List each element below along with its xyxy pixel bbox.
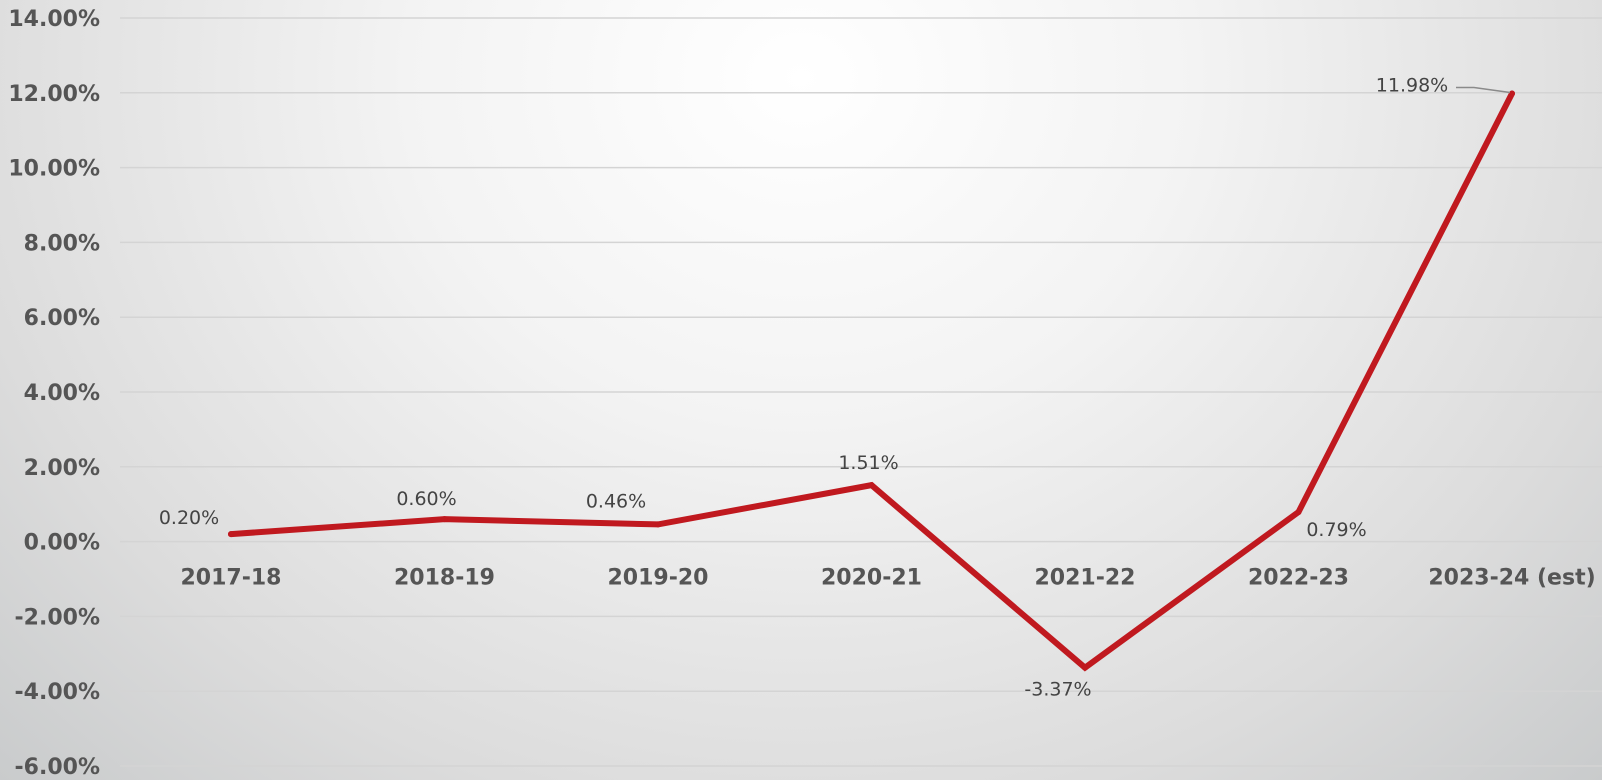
- label-leader-line: [1456, 86, 1511, 94]
- data-point: [868, 482, 875, 489]
- y-tick-label: -4.00%: [15, 680, 100, 705]
- x-tick-label: 2020-21: [821, 566, 922, 591]
- x-tick-label: 2023-24 (est): [1428, 566, 1595, 591]
- x-tick-label: 2018-19: [394, 566, 495, 591]
- y-tick-label: 6.00%: [24, 306, 100, 331]
- data-label: 0.60%: [396, 488, 456, 510]
- data-label: 1.51%: [838, 452, 898, 474]
- series-line-layer: [228, 90, 1515, 672]
- data-label: 0.79%: [1306, 519, 1366, 541]
- data-point: [1082, 664, 1088, 671]
- y-axis-ticks: 14.00% 12.00% 10.00% 8.00% 6.00% 4.00% 2.00% 0.…: [8, 7, 100, 780]
- y-tick-label: 14.00%: [8, 7, 100, 32]
- y-tick-label: 2.00%: [24, 456, 100, 481]
- y-tick-label: 4.00%: [24, 381, 100, 406]
- data-label: 0.20%: [159, 507, 219, 529]
- data-label: 0.46%: [586, 490, 646, 512]
- y-tick-label: -6.00%: [15, 755, 100, 780]
- y-tick-label: 0.00%: [24, 531, 100, 556]
- x-tick-label: 2017-18: [181, 566, 282, 591]
- x-tick-label: 2019-20: [608, 566, 709, 591]
- x-tick-label: 2021-22: [1035, 566, 1136, 591]
- x-tick-label: 2022-23: [1248, 566, 1349, 591]
- gridlines: [120, 17, 1602, 767]
- y-tick-label: 12.00%: [8, 82, 100, 107]
- data-point: [441, 516, 448, 523]
- y-tick-label: 8.00%: [24, 231, 100, 256]
- data-point: [1295, 509, 1302, 516]
- data-point: [655, 521, 661, 528]
- data-label: -3.37%: [1024, 679, 1091, 701]
- x-axis-ticks: 2017-18 2018-19 2019-20 2020-21 2021-22 2022-…: [181, 566, 1596, 591]
- y-tick-label: 10.00%: [8, 157, 100, 182]
- data-labels: 0.20% 0.60% 0.46% 1.51% -3.37% 0.79% 11.98%: [159, 75, 1511, 701]
- y-tick-label: -2.00%: [15, 605, 100, 630]
- data-label: 11.98%: [1376, 75, 1448, 97]
- data-point: [1509, 90, 1515, 97]
- data-point: [228, 531, 234, 538]
